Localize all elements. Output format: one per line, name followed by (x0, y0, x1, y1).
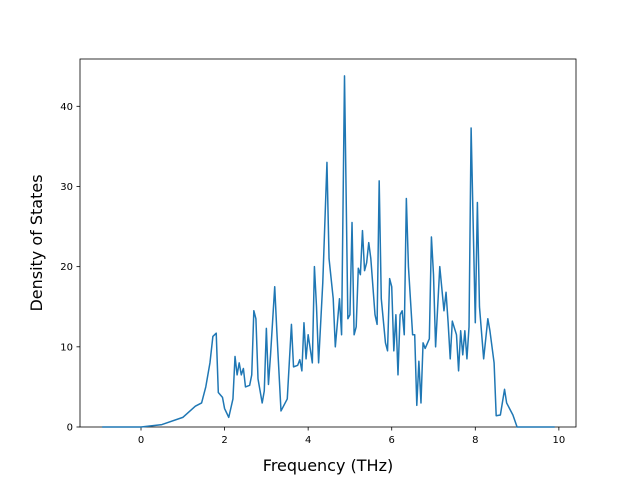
y-tick-label: 40 (60, 102, 73, 113)
x-tick-label: 4 (305, 435, 311, 446)
y-tick-label: 30 (60, 182, 73, 193)
x-tick-label: 6 (389, 435, 395, 446)
x-tick-label: 8 (472, 435, 478, 446)
line (102, 75, 555, 428)
x-axis-label: Frequency (THz) (263, 456, 393, 475)
y-tick-label: 10 (60, 342, 73, 353)
y-tick-label: 20 (60, 262, 73, 273)
x-tick-label: 10 (553, 435, 566, 446)
x-tick-label: 0 (138, 435, 144, 446)
y-tick-label: 0 (67, 423, 73, 434)
y-axis-label: Density of States (27, 174, 46, 311)
plot-frame (79, 58, 577, 428)
x-tick-label: 2 (221, 435, 227, 446)
